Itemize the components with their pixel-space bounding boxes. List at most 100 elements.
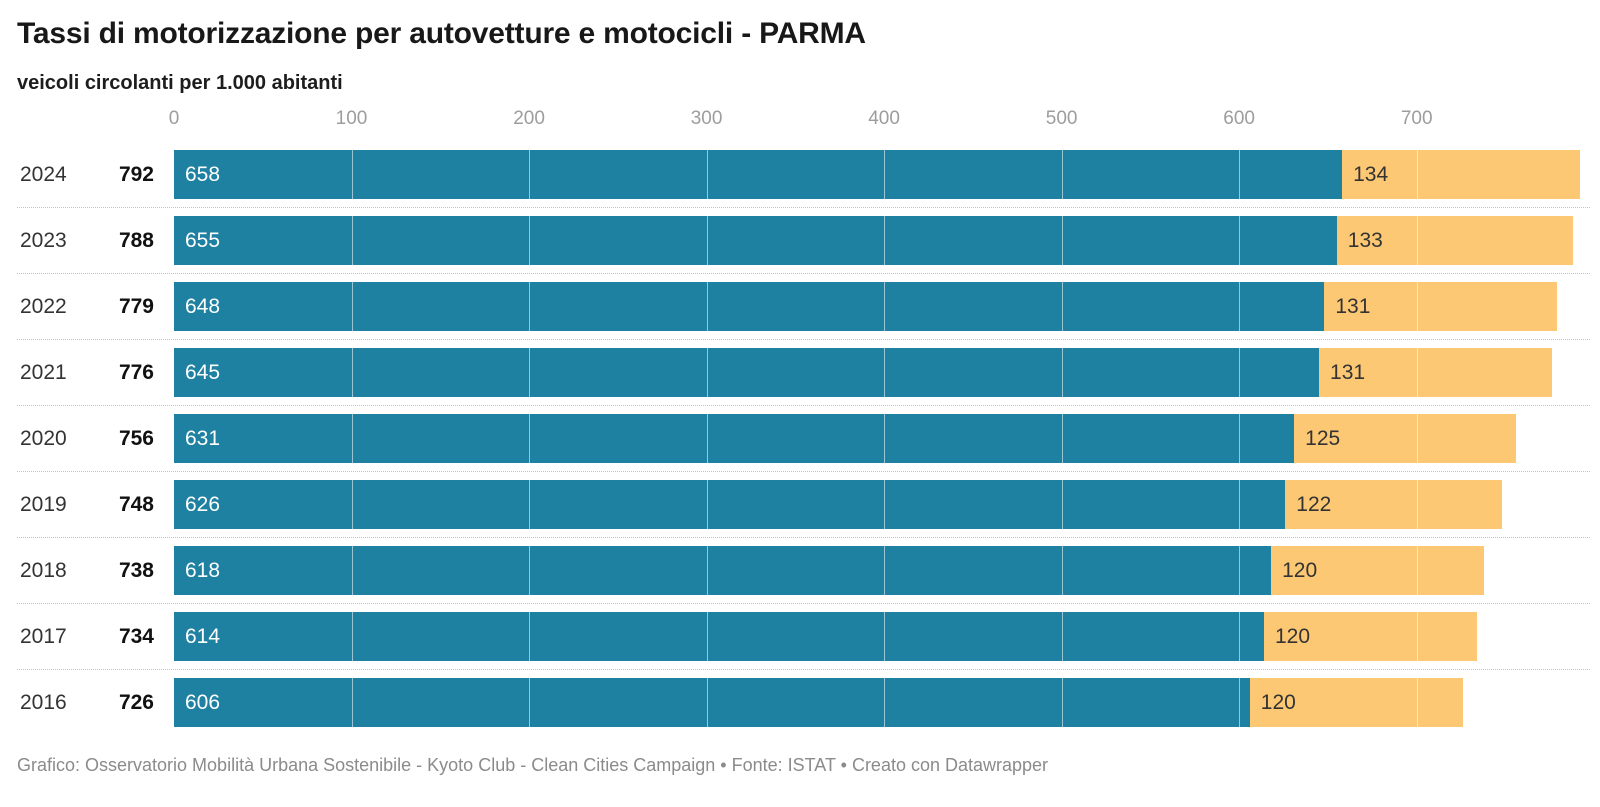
row-separator [17,405,1590,406]
gridline [529,282,531,331]
gridline [1416,612,1418,661]
bar-track: 655 133 [174,216,1580,265]
bar-value-cars: 618 [185,558,221,582]
row-separator [17,471,1590,472]
chart-row: 2022 779 648 131 [17,282,1580,331]
row-year-label: 2016 [20,690,67,714]
bar-segment-cars[interactable]: 648 [174,282,1325,331]
bar-segment-cars[interactable]: 606 [174,678,1250,727]
row-total-label: 726 [118,690,154,714]
row-year-label: 2019 [20,492,67,516]
gridline [351,348,353,397]
gridline [884,216,886,265]
row-separator [17,537,1590,538]
gridline [1239,216,1241,265]
row-labels: 2018 738 [17,559,174,583]
gridline [706,414,708,463]
gridline [884,612,886,661]
row-total-label: 776 [118,360,154,384]
bar-value-cars: 614 [185,624,221,648]
bar-segment-cars[interactable]: 614 [174,612,1264,661]
bar-track: 626 122 [174,480,1580,529]
gridline [529,414,531,463]
bar-segment-cars[interactable]: 658 [174,150,1343,199]
row-total-label: 788 [118,228,154,252]
bar-segment-motorcycles[interactable]: 120 [1249,678,1463,727]
bar-value-cars: 606 [185,690,221,714]
row-year-label: 2022 [20,294,67,318]
bar-segment-cars[interactable]: 655 [174,216,1337,265]
chart-row: 2019 748 626 122 [17,480,1580,529]
bar-value-motorcycles: 122 [1296,492,1332,516]
bar-segment-cars[interactable]: 631 [174,414,1295,463]
gridline [884,414,886,463]
row-labels: 2024 792 [17,163,174,187]
row-labels: 2022 779 [17,295,174,319]
bar-value-motorcycles: 134 [1353,162,1389,186]
gridline [1416,150,1418,199]
chart-row: 2016 726 606 120 [17,678,1580,727]
bar-segment-motorcycles[interactable]: 120 [1271,546,1485,595]
bar-value-cars: 655 [185,228,221,252]
bar-segment-motorcycles[interactable]: 131 [1324,282,1557,331]
x-axis-tick: 600 [1223,108,1255,129]
row-separator [17,339,1590,340]
gridline [1239,150,1241,199]
gridline [1061,348,1063,397]
gridline [884,678,886,727]
row-total-label: 756 [118,426,154,450]
gridline [1416,414,1418,463]
gridline [1061,150,1063,199]
gridline [706,150,708,199]
x-axis-tick: 400 [868,108,900,129]
gridline [1061,216,1063,265]
bar-segment-motorcycles[interactable]: 122 [1285,480,1502,529]
gridline [706,612,708,661]
chart-credit: Grafico: Osservatorio Mobilità Urbana So… [17,755,1049,775]
row-year-label: 2023 [20,228,67,252]
row-year-label: 2021 [20,360,67,384]
bar-value-motorcycles: 120 [1275,624,1311,648]
row-total-label: 779 [118,294,154,318]
gridline [1061,282,1063,331]
row-labels: 2017 734 [17,625,174,649]
gridline [706,282,708,331]
bar-value-motorcycles: 131 [1330,360,1366,384]
gridline [351,480,353,529]
bar-value-cars: 658 [185,162,221,186]
gridline [1239,546,1241,595]
bar-segment-cars[interactable]: 645 [174,348,1320,397]
bar-track: 658 134 [174,150,1580,199]
gridline [706,480,708,529]
gridline [706,216,708,265]
bar-segment-motorcycles[interactable]: 125 [1294,414,1517,463]
bar-value-cars: 631 [185,426,221,450]
gridline [351,612,353,661]
bar-segment-motorcycles[interactable]: 133 [1336,216,1573,265]
bar-segment-cars[interactable]: 626 [174,480,1286,529]
row-total-label: 748 [118,492,154,516]
gridline [1061,612,1063,661]
gridline [884,282,886,331]
bar-track: 631 125 [174,414,1580,463]
bar-segment-cars[interactable]: 618 [174,546,1272,595]
gridline [1061,480,1063,529]
gridline [1239,414,1241,463]
row-labels: 2023 788 [17,229,174,253]
bar-segment-motorcycles[interactable]: 131 [1319,348,1552,397]
gridline [706,546,708,595]
x-axis-tick: 200 [513,108,545,129]
bar-segment-motorcycles[interactable]: 120 [1264,612,1478,661]
bar-track: 645 131 [174,348,1580,397]
x-axis-tick: 0 [168,108,180,129]
chart-rows: 2024 792 658 134 2023 788 655 133 [17,150,1590,727]
gridline [1416,282,1418,331]
chart-row: 2017 734 614 120 [17,612,1580,661]
gridline [1416,216,1418,265]
bar-value-cars: 645 [185,360,221,384]
row-labels: 2021 776 [17,361,174,385]
bar-track: 618 120 [174,546,1580,595]
gridline [1239,282,1241,331]
bar-segment-motorcycles[interactable]: 134 [1342,150,1580,199]
